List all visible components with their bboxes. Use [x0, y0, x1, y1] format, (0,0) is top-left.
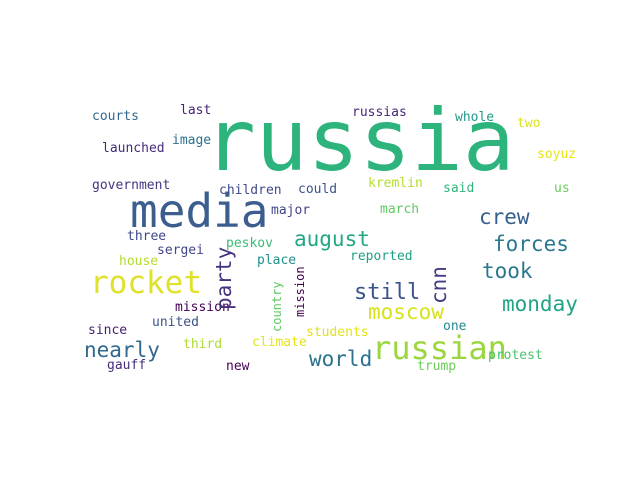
word-gauff: protest — [488, 348, 543, 363]
word-trump: new — [226, 359, 250, 374]
word-world: world — [309, 347, 373, 371]
word-nearly: nearly — [84, 338, 160, 362]
word-took: cnn — [427, 266, 451, 304]
word-russian: russian — [372, 329, 507, 367]
word-students: since — [88, 323, 128, 338]
word-since: united — [152, 315, 199, 330]
word-moscow: moscow — [368, 300, 444, 324]
word-protest: climate — [252, 335, 307, 350]
word-could: could — [298, 182, 338, 197]
word-courts: courts — [92, 109, 139, 124]
word-cnn: took — [482, 259, 533, 283]
word-russia: russia — [204, 91, 515, 191]
word-launched: launched — [102, 141, 165, 156]
word-still: still — [354, 280, 421, 305]
word-united: mission — [175, 300, 230, 315]
word-coast: trump — [417, 359, 457, 374]
word-said: said — [443, 181, 475, 196]
word-august: august — [294, 227, 370, 251]
word-children: children — [219, 183, 282, 198]
word-reported: reported — [350, 249, 413, 264]
word-soyuz: soyuz — [537, 147, 577, 162]
word-sergei: sergei — [157, 243, 204, 258]
word-party: party — [212, 246, 236, 310]
word-third: one — [443, 319, 467, 334]
word-house: house — [119, 254, 159, 269]
word-whole: whole — [455, 110, 495, 125]
word-government: government — [92, 178, 171, 193]
word-peskov: peskov — [226, 236, 273, 251]
word-climate: third — [183, 337, 223, 352]
word-country: country — [270, 281, 284, 332]
word-forces: forces — [493, 232, 569, 256]
word-new: gauff — [107, 358, 147, 373]
word-media: media — [130, 184, 269, 238]
word-one: students — [306, 325, 369, 340]
word-crew: crew — [479, 205, 530, 229]
word-three: three — [127, 229, 167, 244]
word-monday: monday — [502, 292, 578, 316]
word-last: last — [180, 103, 212, 118]
word-place: place — [257, 253, 297, 268]
word-us: us — [554, 181, 570, 196]
word-two: two — [517, 116, 541, 131]
word-major: major — [271, 203, 311, 218]
word-mission: mission — [293, 266, 307, 317]
word-march: march — [380, 202, 420, 217]
word-rocket: rocket — [90, 265, 202, 301]
word-image: image — [172, 133, 212, 148]
word-russias: russias — [352, 105, 407, 120]
word-kremlin: kremlin — [368, 176, 423, 191]
